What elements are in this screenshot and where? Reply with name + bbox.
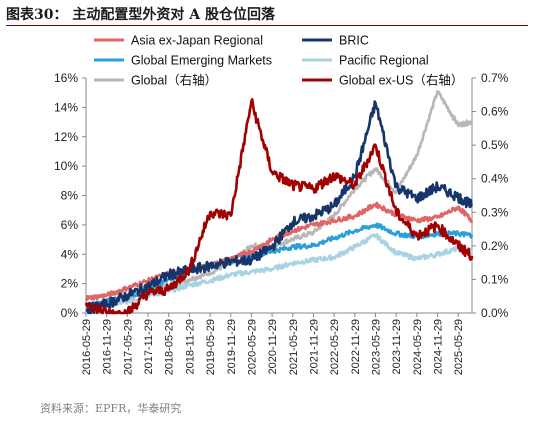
legend-pacific-regional-label: Pacific Regional — [339, 54, 429, 68]
series-line-pacific-regional — [85, 232, 474, 315]
legend-bric-label: BRIC — [339, 34, 369, 48]
x-tick-label: 2024-05-29 — [412, 319, 424, 375]
legend-asia-ex-japan-regional-label: Asia ex-Japan Regional — [131, 34, 263, 48]
y-left-tick-label: 4% — [61, 247, 79, 261]
x-tick-label: 2020-05-29 — [246, 319, 258, 375]
y-left-tick-label: 6% — [61, 218, 79, 232]
x-tick-label: 2021-05-29 — [288, 319, 300, 375]
x-tick-label: 2024-11-29 — [433, 319, 445, 374]
chart-legend: Asia ex-Japan Regional BRIC Global Emergin… — [94, 34, 463, 88]
x-tick-label: 2021-11-29 — [308, 319, 320, 374]
x-tick-label: 2023-05-29 — [371, 319, 383, 375]
x-tick-label: 2023-11-29 — [391, 319, 403, 374]
x-tick-label: 2017-05-29 — [122, 319, 134, 375]
legend-global-emerging-markets-label: Global Emerging Markets — [131, 54, 272, 68]
x-tick-label: 2016-11-29 — [102, 319, 114, 374]
y-left-tick-label: 0% — [61, 306, 79, 320]
y-left-tick-label: 8% — [61, 189, 79, 203]
series-line-bric — [85, 100, 473, 315]
x-tick-label: 2018-05-29 — [164, 319, 176, 375]
x-tick-label: 2018-11-29 — [184, 319, 196, 374]
title-rule — [6, 25, 528, 26]
x-tick-label: 2016-05-29 — [81, 319, 93, 375]
x-tick-label: 2022-11-29 — [350, 319, 362, 374]
x-tick-label: 2019-11-29 — [226, 319, 238, 374]
x-tick-label: 2025-05-29 — [453, 319, 465, 375]
y-left-tick-label: 12% — [54, 130, 78, 144]
y-left-tick-label: 2% — [61, 277, 79, 291]
chart-axes: 0% 2% 4% 6% 8% 10% 12% 14% 16% 0.0% 0.1% 0.2% 0.3% 0.… — [54, 71, 509, 375]
y-left-tick-label: 14% — [54, 100, 78, 114]
y-right-tick-label: 0.6% — [481, 105, 509, 119]
figure-title: 图表30： 主动配置型外资对 A 股仓位回落 — [6, 7, 275, 23]
y-right-tick-label: 0.7% — [481, 71, 509, 85]
y-right-tick-label: 0.3% — [481, 205, 509, 219]
y-left-tick-label: 16% — [54, 71, 78, 85]
x-tick-label: 2022-05-29 — [329, 319, 341, 375]
y-left-tick-label: 10% — [54, 159, 78, 173]
legend-global-label: Global（右轴） — [131, 73, 217, 88]
x-tick-label: 2017-11-29 — [143, 319, 155, 374]
y-right-tick-label: 0.2% — [481, 239, 509, 253]
y-right-tick-label: 0.0% — [481, 306, 509, 320]
y-right-tick-label: 0.1% — [481, 272, 509, 286]
chart-series — [84, 90, 474, 315]
y-right-tick-label: 0.4% — [481, 172, 509, 186]
source-note: 资料来源：EPFR，华泰研究 — [40, 402, 182, 415]
x-tick-label: 2020-11-29 — [267, 319, 279, 374]
y-right-tick-label: 0.5% — [481, 138, 509, 152]
legend-global-ex-us-label: Global ex-US（右轴） — [339, 73, 463, 88]
series-line-global — [85, 90, 474, 313]
x-tick-label: 2019-05-29 — [205, 319, 217, 375]
series-line-global-ex-us — [84, 98, 474, 315]
